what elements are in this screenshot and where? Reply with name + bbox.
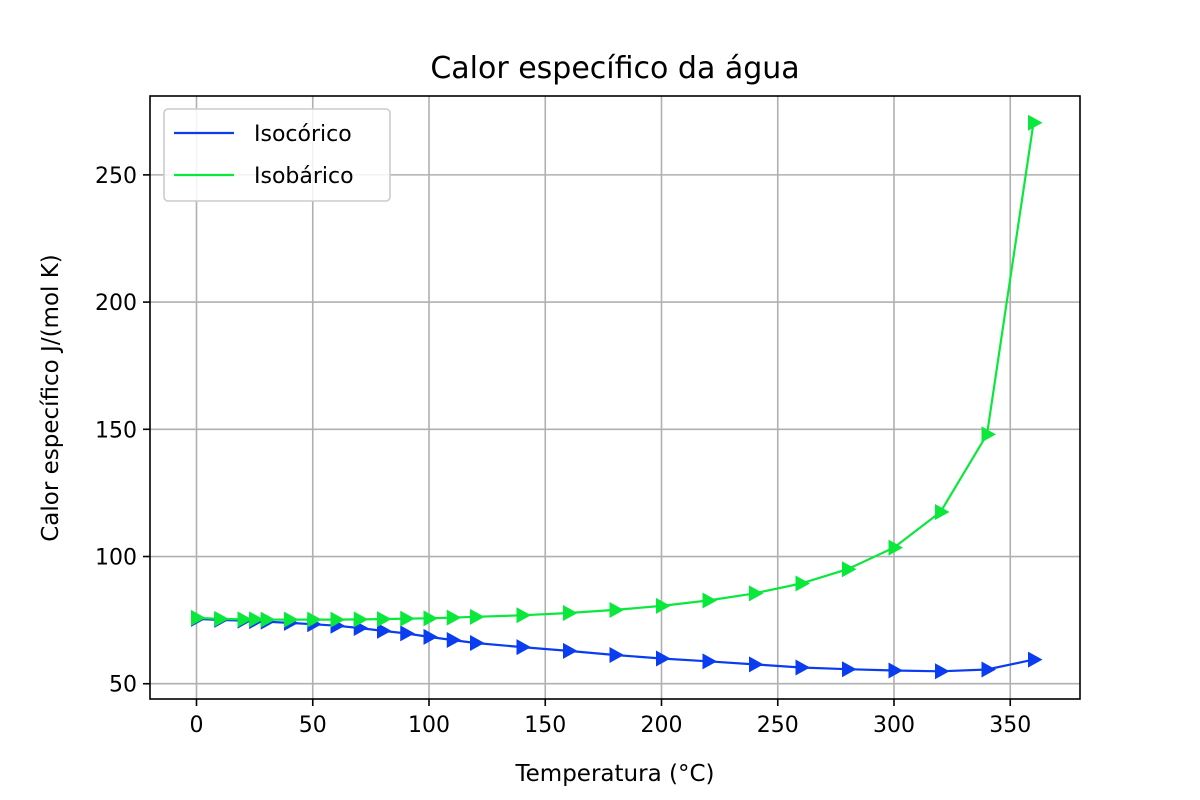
y-tick-label: 50 [109,673,137,698]
data-point-isobarico [795,575,810,592]
data-point-isocorico [842,661,857,678]
data-point-isobarico [423,610,438,627]
data-point-isobarico [516,607,531,624]
data-point-isocorico [563,642,578,659]
y-tick-label: 100 [95,546,137,571]
data-point-isocorico [423,628,438,645]
x-tick-label: 200 [641,713,683,738]
data-point-isobarico [1028,114,1043,131]
data-point-isobarico [935,503,950,520]
x-tick-label: 150 [524,713,566,738]
data-point-isobarico [191,609,206,626]
x-tick-label: 300 [873,713,915,738]
x-tick-label: 100 [408,713,450,738]
data-point-isocorico [1028,651,1043,668]
data-point-isobarico [237,611,252,628]
series-line-isocorico [196,617,1034,673]
x-tick-label: 50 [299,713,327,738]
y-axis-label: Calor específico J/(mol K) [38,254,64,542]
data-point-isocorico [470,635,485,652]
data-point-isocorico [609,646,624,663]
x-tick-label: 350 [989,713,1031,738]
data-point-isobarico [609,601,624,618]
data-point-isobarico [656,597,671,614]
data-point-isobarico [400,610,415,627]
data-point-isocorico [935,663,950,680]
chart-title: Calor específico da água [430,51,799,86]
data-point-isobarico [563,605,578,622]
legend-label-isobarico: Isobárico [254,164,354,189]
data-point-isobarico [888,539,903,556]
data-point-isocorico [702,653,717,670]
data-point-isobarico [377,611,392,628]
data-point-isobarico [249,611,264,628]
data-point-isobarico [353,611,369,628]
data-point-isobarico [330,611,345,628]
data-point-isobarico [842,561,857,578]
legend-label-isocorico: Isocórico [254,122,352,147]
data-point-isocorico [516,639,531,656]
x-tick-label: 0 [190,713,204,738]
data-point-isobarico [284,611,299,628]
data-point-isocorico [749,656,764,673]
data-point-isocorico [981,661,996,678]
data-point-isocorico [656,650,671,667]
data-point-isobarico [470,608,485,625]
y-tick-label: 150 [95,418,137,443]
y-tick-label: 200 [95,291,137,316]
x-axis-label: Temperatura (°C) [515,761,715,787]
data-point-isobarico [702,592,717,609]
plot-frame [149,95,1081,700]
series-layer [191,114,1043,680]
data-point-isobarico [307,611,322,628]
data-point-isocorico [446,631,462,648]
data-point-isocorico [377,622,392,639]
data-point-isobarico [214,610,229,627]
data-point-isobarico [749,585,764,602]
axis-ticks: 0 50 100 150 200 250 300 350 50 100 150 200 250 [95,164,1031,738]
data-point-isobarico [260,611,276,628]
legend: Isocórico Isobárico [163,108,391,202]
y-tick-label: 250 [95,164,137,189]
grid [150,96,1080,699]
x-tick-label: 250 [757,713,799,738]
data-point-isocorico [795,659,810,676]
data-point-isocorico [888,662,903,679]
data-point-isobarico [446,609,462,626]
data-point-isobarico [981,426,996,443]
data-point-isocorico [400,625,415,642]
